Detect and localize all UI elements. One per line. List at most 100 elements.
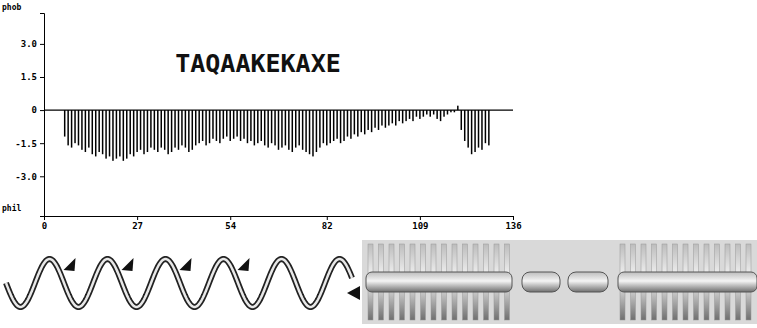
- bar: [395, 110, 397, 125]
- bar: [371, 110, 373, 132]
- helix-rod: [618, 272, 757, 292]
- arrow-head: [238, 258, 250, 271]
- bar: [98, 110, 100, 152]
- bar: [447, 110, 449, 114]
- bar: [74, 110, 76, 143]
- y-tick-mark: [40, 176, 44, 177]
- arrow-head: [64, 258, 76, 271]
- bar: [112, 110, 114, 161]
- bar: [250, 110, 252, 141]
- title: TAQAAKEKAXE: [175, 49, 341, 78]
- bar: [298, 110, 300, 145]
- bar: [267, 110, 269, 148]
- bar: [364, 110, 366, 134]
- y-tick-mark: [40, 143, 44, 144]
- bar: [402, 110, 404, 123]
- bar: [278, 110, 280, 150]
- y-tick: 3.0: [21, 39, 44, 49]
- bar: [223, 110, 225, 139]
- y-axis-line: [40, 14, 45, 217]
- bar: [161, 110, 163, 148]
- bar: [405, 110, 407, 121]
- bar: [116, 110, 118, 159]
- bar: [185, 110, 187, 148]
- bar: [416, 110, 418, 117]
- bar: [367, 110, 369, 130]
- bar: [485, 110, 487, 143]
- x-tick: 54: [225, 216, 236, 231]
- x-tick-mark: [513, 216, 514, 220]
- bar: [167, 110, 169, 154]
- y-axis: 3.0 1.5 0 -1.5 -3.0: [15, 14, 44, 217]
- bar: [188, 110, 190, 152]
- helix-rod: [366, 272, 512, 292]
- bar: [374, 110, 376, 128]
- y-tick-label: 0: [32, 105, 37, 115]
- coil-outline: [6, 259, 352, 307]
- bar: [412, 110, 414, 121]
- bar: [347, 110, 349, 136]
- y-tick-label: -1.5: [15, 139, 37, 149]
- helix-background: [362, 240, 757, 324]
- bar: [136, 110, 138, 152]
- bar: [471, 110, 473, 154]
- bar: [340, 110, 342, 143]
- bar: [229, 110, 231, 141]
- y-tick-mark: [40, 110, 44, 111]
- x-tick-label: 109: [412, 221, 428, 231]
- bar: [381, 110, 383, 125]
- bar: [119, 110, 121, 156]
- bar: [409, 110, 411, 119]
- x-tick-label: 27: [132, 221, 143, 231]
- bar: [433, 110, 435, 114]
- x-tick-mark: [44, 216, 45, 220]
- bar: [319, 110, 321, 148]
- bar: [350, 110, 352, 139]
- bar: [236, 110, 238, 136]
- bar: [302, 110, 304, 150]
- bar: [292, 110, 294, 152]
- bar: [357, 110, 359, 136]
- bar: [88, 110, 90, 148]
- bar: [205, 110, 207, 145]
- bar: [157, 110, 159, 152]
- x-tick-label: 0: [42, 221, 47, 231]
- bar: [481, 110, 483, 150]
- x-axis: 0275482109136: [42, 216, 522, 231]
- bar: [143, 110, 145, 154]
- bar: [478, 110, 480, 148]
- bar: [464, 110, 466, 141]
- annotation: phob: [2, 3, 21, 12]
- y-tick-label: -3.0: [15, 172, 37, 182]
- bar: [474, 110, 476, 152]
- figure: 3.01.50-1.5-3.00275482109136TAQAAKEKAXEp…: [0, 0, 757, 328]
- x-tick: 27: [132, 216, 143, 231]
- arrow-head: [347, 286, 360, 300]
- bar: [261, 110, 263, 141]
- bar: [436, 110, 438, 119]
- bar: [147, 110, 149, 152]
- bar: [271, 110, 273, 143]
- x-tick-mark: [420, 216, 421, 220]
- bar: [326, 110, 328, 145]
- y-tick: 1.5: [21, 72, 44, 82]
- x-tick: 109: [412, 216, 428, 231]
- bar: [67, 110, 69, 145]
- bar: [150, 110, 152, 148]
- bar: [243, 110, 245, 139]
- bar: [154, 110, 156, 150]
- bar: [361, 110, 363, 132]
- x-tick: 0: [42, 216, 47, 231]
- bar: [71, 110, 73, 148]
- bar: [240, 110, 242, 141]
- helix-piece: [568, 272, 608, 292]
- bar: [171, 110, 173, 152]
- x-tick-mark: [230, 216, 231, 220]
- bar: [343, 110, 345, 141]
- bar: [105, 110, 107, 159]
- bar: [209, 110, 211, 143]
- bar: [178, 110, 180, 150]
- x-tick-mark: [327, 216, 328, 220]
- bar: [85, 110, 87, 152]
- bar: [257, 110, 259, 143]
